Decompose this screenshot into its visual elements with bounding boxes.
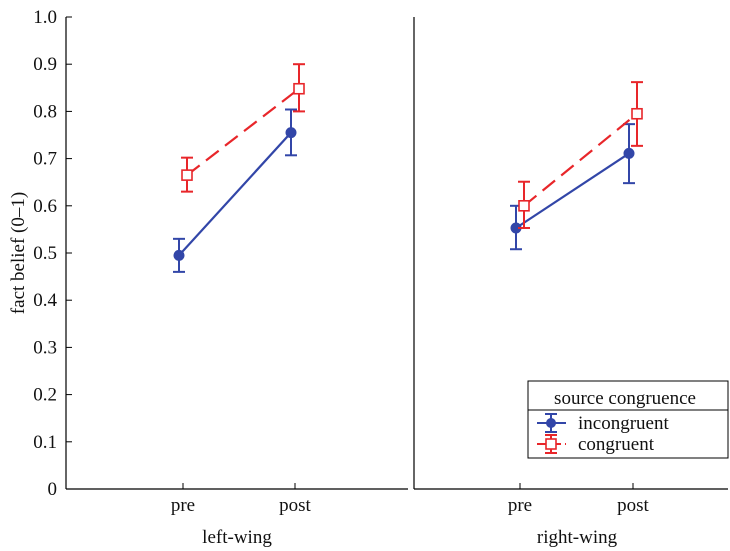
- legend-entry-incongruent: [537, 413, 566, 433]
- data-point-incongruent: [623, 147, 635, 159]
- y-tick-label: 0.8: [33, 101, 57, 122]
- data-point-congruent: [181, 169, 193, 181]
- legend-entry-congruent: [537, 434, 566, 454]
- series-line-congruent: [186, 87, 300, 176]
- legend-marker-incongruent: [546, 418, 556, 428]
- x-tick-label-pre: pre: [171, 495, 195, 516]
- y-tick-label: 1.0: [33, 7, 57, 28]
- legend-label-incongruent: incongruent: [578, 413, 669, 434]
- legend-box: [527, 380, 729, 459]
- panel-left-wing: pre post: [65, 17, 408, 516]
- y-tick-label: 0.2: [33, 385, 57, 406]
- x-tick-label-post: post: [617, 495, 649, 516]
- legend-marker-congruent: [545, 438, 557, 450]
- y-tick-label: 0.7: [33, 149, 57, 170]
- x-axis-label-right-wing: right-wing: [537, 527, 618, 548]
- legend-title: source congruence: [554, 388, 696, 409]
- y-tick-label: 0.9: [33, 54, 57, 75]
- y-tick-label: 0.1: [33, 432, 57, 453]
- y-tick-label: 0: [48, 479, 58, 500]
- panel-right-wing: pre post: [413, 17, 728, 516]
- y-tick-label: 0.6: [33, 196, 57, 217]
- data-point-incongruent: [173, 249, 185, 261]
- data-point-congruent: [518, 200, 530, 212]
- series-line-incongruent: [178, 131, 292, 257]
- x-tick-label-post: post: [279, 495, 311, 516]
- series-line-incongruent: [515, 152, 630, 229]
- y-axis-label: fact belief (0–1): [8, 192, 29, 314]
- data-point-incongruent: [285, 127, 297, 139]
- legend: source congruence incongruent congruent: [527, 380, 729, 459]
- data-point-congruent: [631, 107, 643, 120]
- x-axis-label-left-wing: left-wing: [202, 527, 272, 548]
- y-tick-label: 0.3: [33, 337, 57, 358]
- y-axis: 0 0.1 0.2 0.3 0.4 0.5 0.6 0.7 0.8 0.9 1.0: [33, 7, 72, 500]
- legend-label-congruent: congruent: [578, 434, 655, 455]
- series-line-congruent: [523, 112, 638, 207]
- y-tick-label: 0.4: [33, 290, 57, 311]
- x-tick-label-pre: pre: [508, 495, 532, 516]
- data-point-congruent: [293, 82, 305, 95]
- y-tick-label: 0.5: [33, 243, 57, 264]
